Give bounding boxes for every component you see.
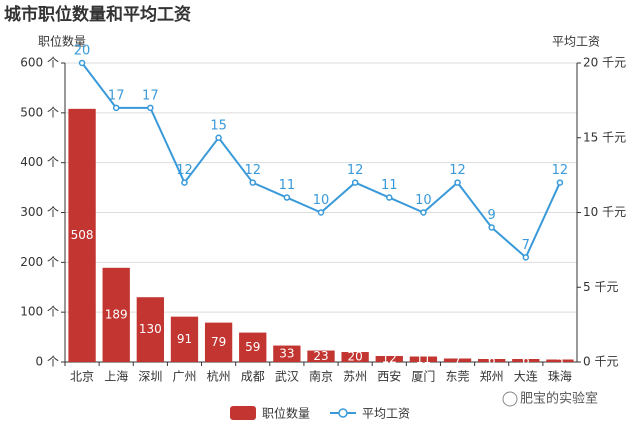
legend-label: 职位数量: [262, 406, 310, 421]
y2-axis-label: 平均工资: [552, 35, 600, 49]
bar: [512, 359, 540, 362]
x-tick-label: 南京: [309, 369, 333, 384]
bar: [273, 345, 301, 362]
x-tick-label: 上海: [104, 369, 128, 384]
x-tick-label: 苏州: [343, 370, 367, 384]
y2-tick-label: 20 千元: [583, 56, 626, 70]
y-tick-label: 300 个: [20, 205, 59, 219]
y-tick-label: 500 个: [20, 105, 59, 119]
bar: [68, 108, 96, 362]
x-tick-label: 深圳: [138, 370, 162, 384]
point-label: 10: [313, 193, 330, 208]
point-label: 11: [279, 178, 296, 193]
x-tick-label: 厦门: [411, 369, 435, 384]
line-point: [317, 209, 325, 216]
line-point: [112, 104, 120, 112]
bar-label: 59: [245, 340, 260, 354]
y2-tick-label: 10 千元: [583, 205, 626, 219]
y2-tick-label: 5 千元: [583, 280, 618, 294]
bar-label: 130: [139, 322, 162, 336]
x-tick-label: 杭州: [207, 369, 231, 384]
line-point: [351, 179, 359, 186]
chart-title: 城市职位数量和平均工资: [4, 4, 191, 25]
bar-label: 91: [177, 332, 192, 346]
bar: [375, 356, 403, 362]
bar: [307, 350, 335, 362]
bar-label: 20: [347, 350, 362, 364]
y2-tick-label: 0 千元: [583, 355, 618, 369]
bar: [478, 359, 506, 362]
bar-label: 6: [522, 353, 530, 367]
point-label: 9: [488, 208, 496, 223]
x-tick-label: 广州: [172, 370, 196, 384]
point-label: 10: [415, 193, 432, 208]
x-tick-label: 北京: [70, 370, 94, 384]
bar: [239, 332, 267, 362]
point-label: 12: [449, 163, 466, 178]
x-tick-label: 郑州: [480, 369, 504, 384]
bar-label: 33: [279, 346, 294, 360]
point-label: 12: [347, 163, 364, 178]
watermark-icon: [502, 391, 518, 407]
line-point: [147, 104, 154, 112]
bar: [204, 322, 233, 362]
point-label: 7: [522, 238, 530, 253]
y2-tick-label: 15 千元: [583, 130, 626, 144]
bar-label: 6: [488, 353, 496, 367]
y-tick-label: 100 个: [20, 305, 59, 319]
x-tick-label: 西安: [377, 369, 401, 384]
point-label: 15: [210, 118, 227, 133]
line-point: [556, 179, 564, 186]
line-point: [488, 224, 495, 231]
line-point: [249, 179, 256, 186]
y-axis-label: 职位数量: [38, 34, 86, 49]
y-tick-label: 400 个: [20, 155, 59, 169]
line-point: [78, 59, 86, 67]
bar-label: 12: [382, 352, 397, 366]
watermark: 肥宝的实验室: [520, 391, 598, 407]
legend-label: 平均工资: [362, 407, 410, 421]
bar-label: 11: [416, 352, 431, 366]
line-point: [522, 254, 530, 261]
bar-label: 7: [454, 353, 462, 367]
y-tick-label: 600 个: [20, 56, 59, 70]
point-label: 17: [108, 88, 125, 103]
bar: [341, 352, 369, 362]
legend-swatch: [338, 408, 348, 418]
y-tick-label: 0 个: [36, 355, 59, 369]
bar: [136, 297, 164, 362]
x-tick-label: 东莞: [446, 370, 470, 384]
line-point: [454, 179, 461, 186]
bar: [409, 356, 438, 362]
point-label: 12: [552, 163, 569, 178]
point-label: 12: [176, 163, 193, 178]
y-tick-label: 200 个: [20, 255, 59, 269]
bar-label: 79: [211, 335, 226, 349]
bar-label: 508: [71, 228, 94, 242]
point-label: 20: [74, 44, 91, 59]
bar-label: 189: [105, 307, 128, 321]
x-tick-label: 成都: [241, 370, 265, 384]
line-point: [386, 194, 393, 201]
bar-label: 5: [556, 353, 564, 367]
bar: [102, 267, 130, 362]
point-label: 17: [142, 88, 159, 103]
bar-label: 23: [313, 349, 328, 363]
bar: [546, 359, 574, 362]
x-tick-label: 大连: [514, 369, 538, 384]
line-point: [420, 209, 427, 216]
bar: [443, 358, 472, 362]
line-point: [283, 194, 291, 201]
x-tick-label: 珠海: [548, 369, 572, 384]
point-label: 12: [244, 163, 261, 178]
legend-swatch: [230, 406, 256, 420]
point-label: 11: [381, 178, 398, 193]
line-point: [181, 179, 188, 186]
line-point: [215, 134, 222, 141]
bar: [170, 316, 199, 362]
x-tick-label: 武汉: [275, 370, 299, 384]
